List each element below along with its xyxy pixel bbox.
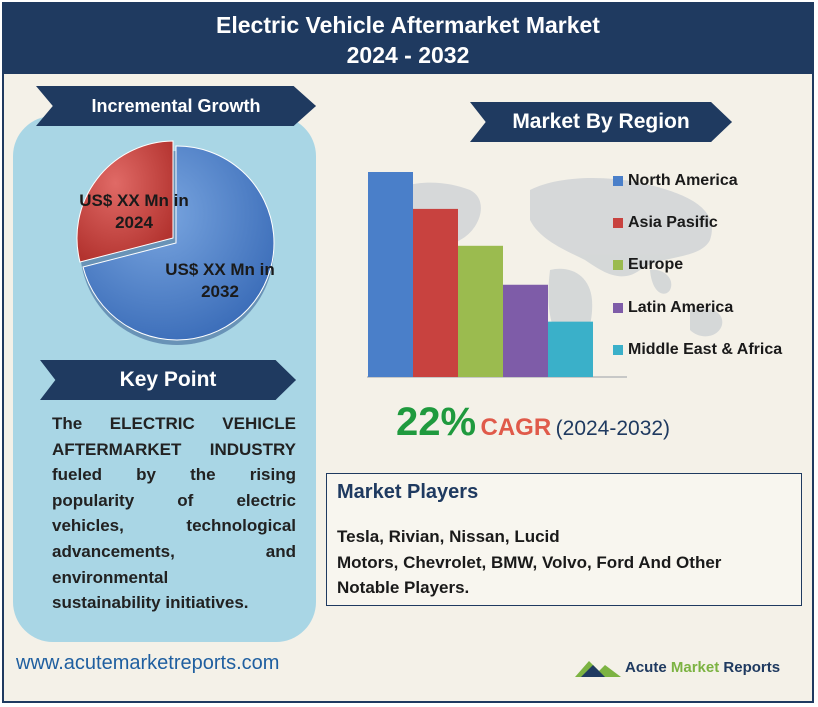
logo-word-market: Market [670,658,720,676]
key-point-ribbon: Key Point [40,360,296,400]
page-subtitle-years: 2024 - 2032 [346,42,470,68]
cagr-display: 22% CAGR (2024-2032) [396,400,670,445]
bar-middle-east-africa [548,321,593,377]
page-title: Electric Vehicle Aftermarket Market [216,12,600,38]
legend-item-middle-east-africa: Middle East & Africa [613,329,782,371]
bar-north-america [368,172,413,377]
legend-swatch-latin-america [613,302,623,313]
region-legend: North America Asia Pasific Europe Latin … [613,160,782,371]
pie-label-2024: US$ XX Mn in 2024 [79,191,189,232]
legend-item-latin-america: Latin America [613,287,782,329]
incremental-growth-label: Incremental Growth [91,95,261,116]
legend-swatch-asia-pacific [613,218,623,229]
incremental-growth-ribbon: Incremental Growth [36,86,316,126]
bar-asia-pasific [413,208,458,377]
pie-label-2032: US$ XX Mn in 2032 [165,260,275,301]
logo-word-acute: Acute [625,658,667,676]
cagr-value: 22% [396,400,477,444]
pie-slice-2032 [82,145,275,341]
legend-swatch-north-america [613,176,623,187]
legend-item-north-america: North America [613,160,782,202]
region-bar-chart [367,172,627,378]
key-point-text: The ELECTRIC VEHICLE AFTERMARKET INDUSTR… [52,414,296,613]
pie-slice-2024 [76,140,174,263]
company-logo: Acute Market Reports [575,655,780,679]
bar-europe [458,245,503,377]
incremental-growth-pie [76,140,275,345]
legend-swatch-middle-east-africa [613,344,623,355]
cagr-years: (2024-2032) [555,417,671,440]
market-players-title: Market Players [337,481,479,503]
market-by-region-ribbon: Market By Region [470,102,732,142]
market-by-region-label: Market By Region [512,110,690,133]
market-players-list: Tesla, Rivian, Nissan, Lucid Motors, Che… [337,527,722,597]
key-point-label: Key Point [119,368,217,391]
title-banner: Electric Vehicle Aftermarket Market 2024… [4,4,812,74]
mountain-logo-icon [575,661,621,677]
legend-item-europe: Europe [613,244,782,286]
legend-item-asia-pacific: Asia Pasific [613,202,782,244]
legend-swatch-europe [613,260,623,271]
logo-word-reports: Reports [723,658,781,676]
bar-latin-america [503,284,548,377]
website-link[interactable]: www.acutemarketreports.com [16,652,280,674]
market-players-box: Market Players Tesla, Rivian, Nissan, Lu… [326,473,802,606]
cagr-word: CAGR [480,414,552,441]
